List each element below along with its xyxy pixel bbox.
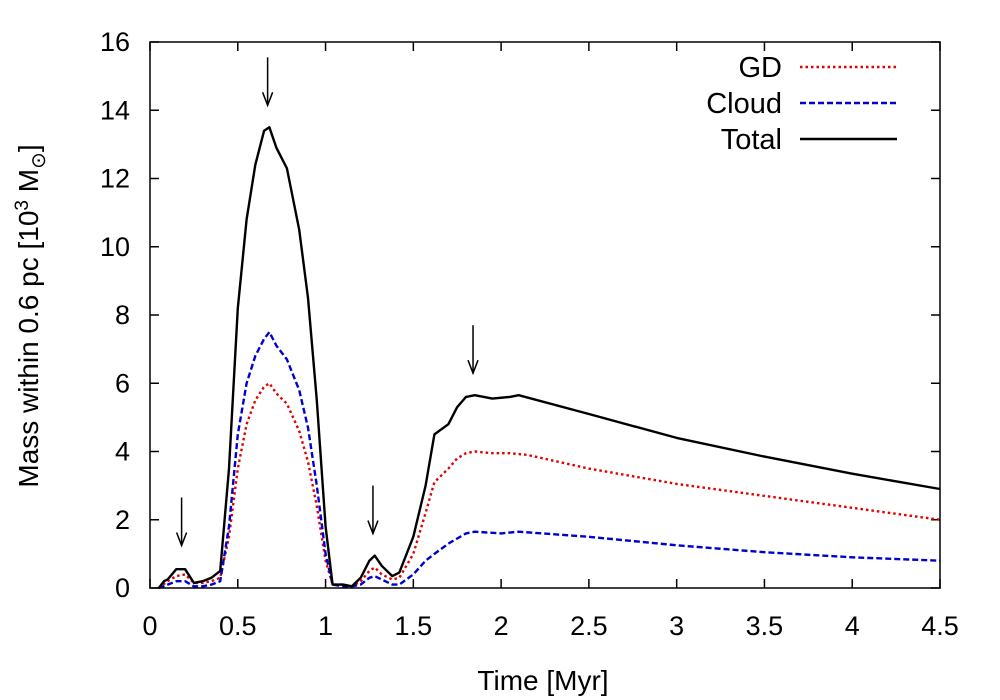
y-tick-labels: 0 2 4 6 8 10 12 14 16 bbox=[100, 27, 130, 603]
x-tick-labels: 0 0.5 1 1.5 2 2.5 3 3.5 4 4.5 bbox=[142, 611, 958, 641]
tick-marks bbox=[149, 41, 941, 589]
series-line-cloud bbox=[158, 330, 941, 590]
x-tick-label: 0 bbox=[142, 611, 157, 641]
y-tick-label: 8 bbox=[115, 300, 130, 330]
legend-label-total: Total bbox=[721, 124, 782, 156]
peak-arrow bbox=[467, 325, 479, 376]
legend-label-cloud: Cloud bbox=[706, 88, 782, 120]
x-tick-label: 3.5 bbox=[746, 611, 784, 641]
y-tick-label: 12 bbox=[100, 164, 130, 194]
x-tick-label: 2 bbox=[494, 611, 509, 641]
y-tick-label: 4 bbox=[115, 437, 130, 467]
x-tick-label: 1 bbox=[318, 611, 333, 641]
x-tick-label: 4.5 bbox=[921, 611, 959, 641]
peak-arrow bbox=[261, 57, 274, 108]
series-lines bbox=[157, 126, 941, 590]
x-axis-label: Time [Myr] bbox=[477, 665, 608, 696]
series-line-gd bbox=[158, 382, 941, 589]
y-tick-label: 10 bbox=[100, 232, 130, 262]
y-tick-label: 6 bbox=[115, 368, 130, 398]
y-tick-label: 2 bbox=[115, 505, 130, 535]
x-tick-label: 0.5 bbox=[219, 611, 257, 641]
x-tick-label: 3 bbox=[669, 611, 684, 641]
x-tick-label: 1.5 bbox=[395, 611, 433, 641]
peak-arrow bbox=[175, 497, 188, 548]
x-tick-label: 4 bbox=[845, 611, 860, 641]
y-tick-label: 0 bbox=[115, 573, 130, 603]
legend-label-gd: GD bbox=[739, 52, 783, 84]
y-axis-label: Mass within 0.6 pc [103 M⊙] bbox=[12, 144, 50, 487]
legend: GD Cloud Total bbox=[706, 52, 897, 156]
peak-arrow bbox=[367, 485, 379, 536]
series-line-total bbox=[157, 126, 941, 589]
plot-frame bbox=[149, 41, 941, 589]
y-tick-label: 14 bbox=[100, 95, 130, 125]
y-tick-label: 16 bbox=[100, 27, 130, 57]
peak-arrows bbox=[175, 57, 479, 548]
x-tick-label: 2.5 bbox=[570, 611, 608, 641]
